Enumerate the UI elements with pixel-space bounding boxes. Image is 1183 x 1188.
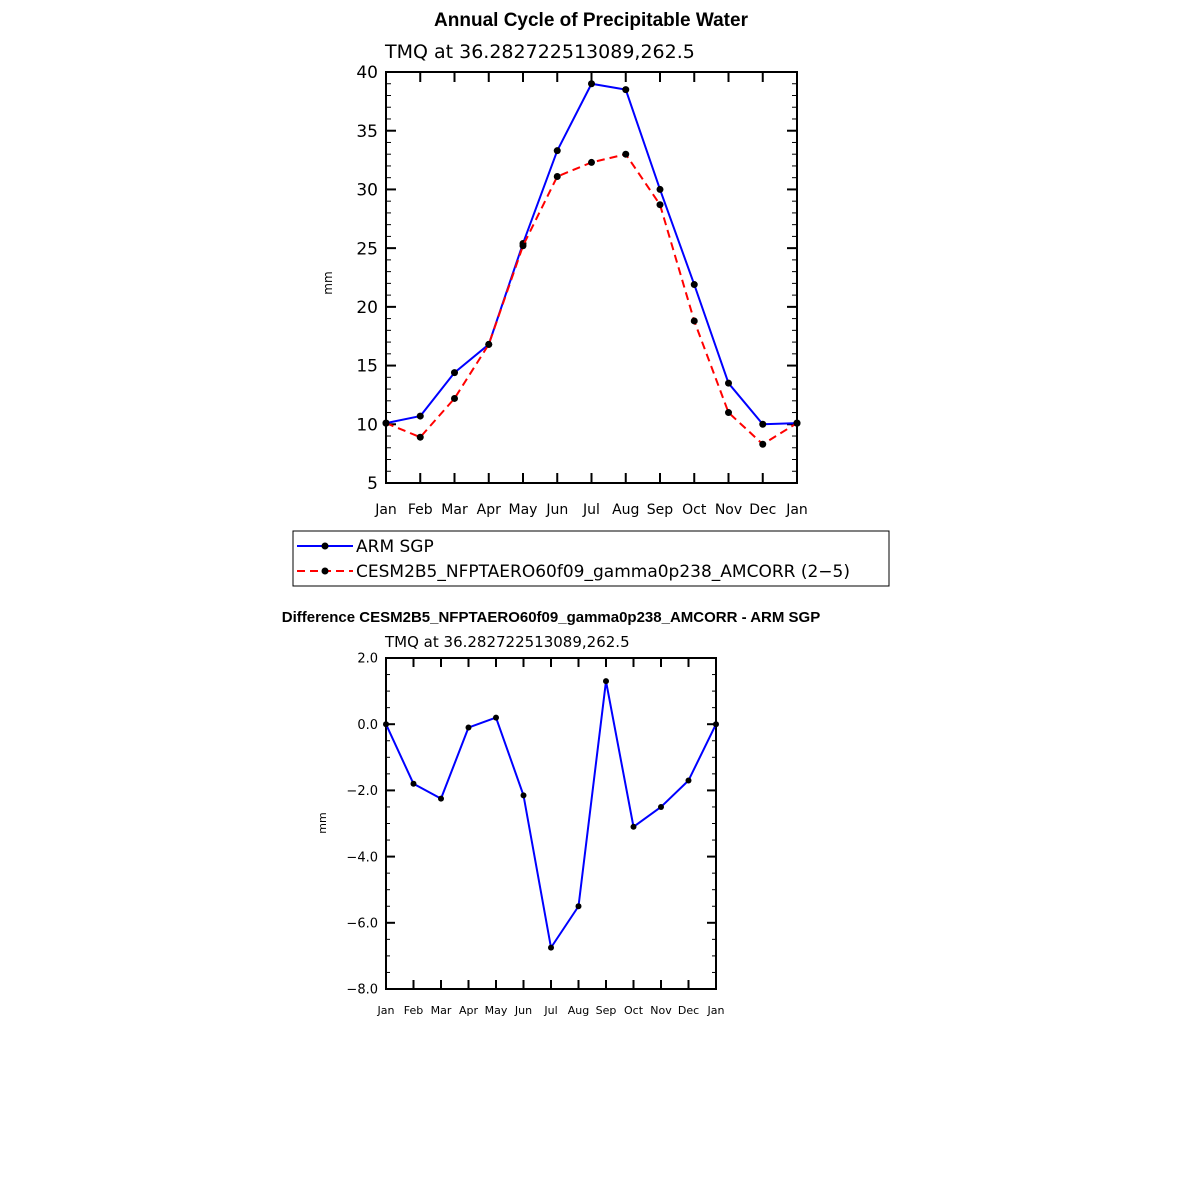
chart1-y-tick-label: 35: [356, 122, 378, 142]
chart1-x-tick-label: Aug: [612, 502, 639, 518]
chart2-x-tick-label: Oct: [624, 1004, 644, 1017]
chart2-x-tick-label: Jul: [543, 1004, 557, 1017]
chart2-title: Difference CESM2B5_NFPTAERO60f09_gamma0p…: [282, 609, 820, 626]
chart1-series-1-point: [382, 419, 390, 427]
chart2-x-tick-label: Dec: [678, 1004, 699, 1017]
chart1-x-tick-label: Oct: [682, 502, 707, 518]
chart2-series-0-point: [493, 714, 499, 721]
chart2-plot-area: Jan Feb Mar Apr May Jun Jul Aug Sep Oct Nov Dec Jan −…: [346, 652, 724, 1017]
chart1-x-tick-label: Feb: [408, 502, 433, 518]
chart2-x-tick-label: Aug: [568, 1004, 589, 1017]
chart2-subtitle: TMQ at 36.282722513089,262.5: [384, 633, 630, 651]
chart1-x-tick-label: Nov: [715, 502, 742, 518]
legend-label-cesm: CESM2B5_NFPTAERO60f09_gamma0p238_AMCORR …: [356, 562, 850, 582]
difference-chart: Difference CESM2B5_NFPTAERO60f09_gamma0p…: [282, 609, 820, 1017]
chart1-subtitle: TMQ at 36.282722513089,262.5: [384, 41, 695, 63]
chart1-series-0-point: [656, 185, 664, 193]
chart2-series-0-point: [713, 721, 719, 728]
chart1-series-1-point: [622, 150, 630, 158]
chart2-plot-frame: [385, 657, 717, 990]
chart2-series-0-point: [630, 823, 637, 830]
chart1-plot-area: Jan Feb Mar Apr May Jun Jul Aug Sep Oct Nov Dec Jan 5…: [356, 63, 807, 518]
chart1-x-tick-label: Sep: [647, 502, 674, 518]
chart2-y-tick-label: 0.0: [357, 718, 378, 733]
chart2-series-0-point: [465, 724, 472, 731]
chart2-x-tick-label: May: [485, 1004, 508, 1017]
chart1-plot-frame: [385, 71, 798, 484]
chart1-series-0-point: [690, 281, 698, 289]
chart2-x-tick-label: Mar: [431, 1004, 452, 1017]
chart1-y-tick-label: 5: [367, 474, 378, 494]
chart1-series-0-line: [385, 82, 798, 426]
chart1-y-tick-label: 25: [356, 239, 378, 259]
chart1-y-tick-label: 30: [356, 181, 378, 201]
chart1-legend: ARM SGP CESM2B5_NFPTAERO60f09_gamma0p238…: [292, 530, 890, 587]
chart2-x-tick-label: Jan: [707, 1004, 725, 1017]
chart1-series-0-point: [725, 379, 732, 387]
chart1-x-tick-label: May: [509, 502, 538, 518]
chart1-x-tick-label: Jan: [374, 502, 397, 518]
chart2-x-tick-label: Nov: [650, 1004, 672, 1017]
chart1-series-1-point: [725, 409, 732, 417]
chart1-series-1-point: [656, 201, 664, 209]
chart1-series-0-point: [553, 147, 561, 155]
chart1-x-tick-label: Apr: [477, 502, 501, 518]
chart1-title: Annual Cycle of Precipitable Water: [434, 10, 749, 31]
chart2-series-0-point: [520, 792, 527, 799]
chart2-series-0-point: [383, 721, 389, 728]
chart2-y-tick-label: −4.0: [346, 850, 378, 865]
chart1-series-1-point: [553, 173, 561, 181]
chart2-ylabel: mm: [316, 812, 329, 833]
chart1-series-0-point: [759, 420, 767, 428]
chart1-series-1-point: [690, 317, 698, 325]
chart1-y-tick-label: 20: [356, 298, 378, 318]
chart1-x-tick-label: Mar: [441, 502, 468, 518]
chart1-series-1-point: [588, 158, 595, 166]
chart2-series-0-point: [548, 944, 554, 951]
chart2-series-0-point: [438, 795, 444, 802]
chart2-y-tick-label: −6.0: [346, 916, 378, 931]
legend-label-arm: ARM SGP: [356, 537, 434, 557]
chart1-series-1-line: [385, 153, 798, 446]
chart1-series-0-point: [416, 412, 424, 420]
chart2-y-tick-label: −2.0: [346, 784, 378, 799]
chart1-x-tick-label: Jul: [582, 502, 600, 518]
chart2-series-0-point: [575, 903, 582, 910]
chart1-x-tick-label: Jan: [785, 502, 808, 518]
chart2-series-0-point: [685, 777, 692, 784]
chart1-series-1-point: [416, 433, 424, 441]
chart2-y-tick-label: −8.0: [346, 983, 378, 998]
chart2-x-tick-label: Sep: [596, 1004, 617, 1017]
chart1-series-1-point: [519, 242, 527, 250]
legend-marker-arm: [321, 542, 329, 550]
chart1-series-1-point: [759, 440, 767, 448]
chart2-series-0-point: [658, 803, 664, 810]
chart2-x-tick-label: Apr: [459, 1004, 479, 1017]
annual-cycle-chart: Annual Cycle of Precipitable Water TMQ a…: [292, 10, 890, 587]
chart2-series-0-point: [410, 780, 417, 787]
chart1-series-0-point: [622, 86, 630, 94]
chart1-series-1-point: [793, 419, 801, 427]
chart1-y-tick-label: 15: [356, 357, 378, 377]
chart1-series-1-point: [485, 340, 493, 348]
chart2-x-tick-label: Jan: [377, 1004, 395, 1017]
chart2-series-0-point: [603, 678, 609, 685]
chart2-x-tick-label: Feb: [404, 1004, 423, 1017]
chart1-x-tick-label: Jun: [545, 502, 568, 518]
chart1-ylabel: mm: [321, 271, 335, 294]
chart1-y-tick-label: 10: [356, 415, 378, 435]
chart2-series-0-line: [385, 680, 717, 949]
chart1-series-0-point: [588, 80, 595, 88]
chart1-y-tick-label: 40: [356, 63, 378, 83]
legend-marker-cesm: [321, 567, 329, 575]
chart1-x-tick-label: Dec: [749, 502, 776, 518]
legend-box: [292, 530, 890, 587]
chart1-series-1-point: [451, 394, 458, 402]
chart2-y-tick-label: 2.0: [357, 652, 378, 667]
chart2-x-tick-label: Jun: [514, 1004, 532, 1017]
chart1-series-0-point: [451, 369, 458, 377]
